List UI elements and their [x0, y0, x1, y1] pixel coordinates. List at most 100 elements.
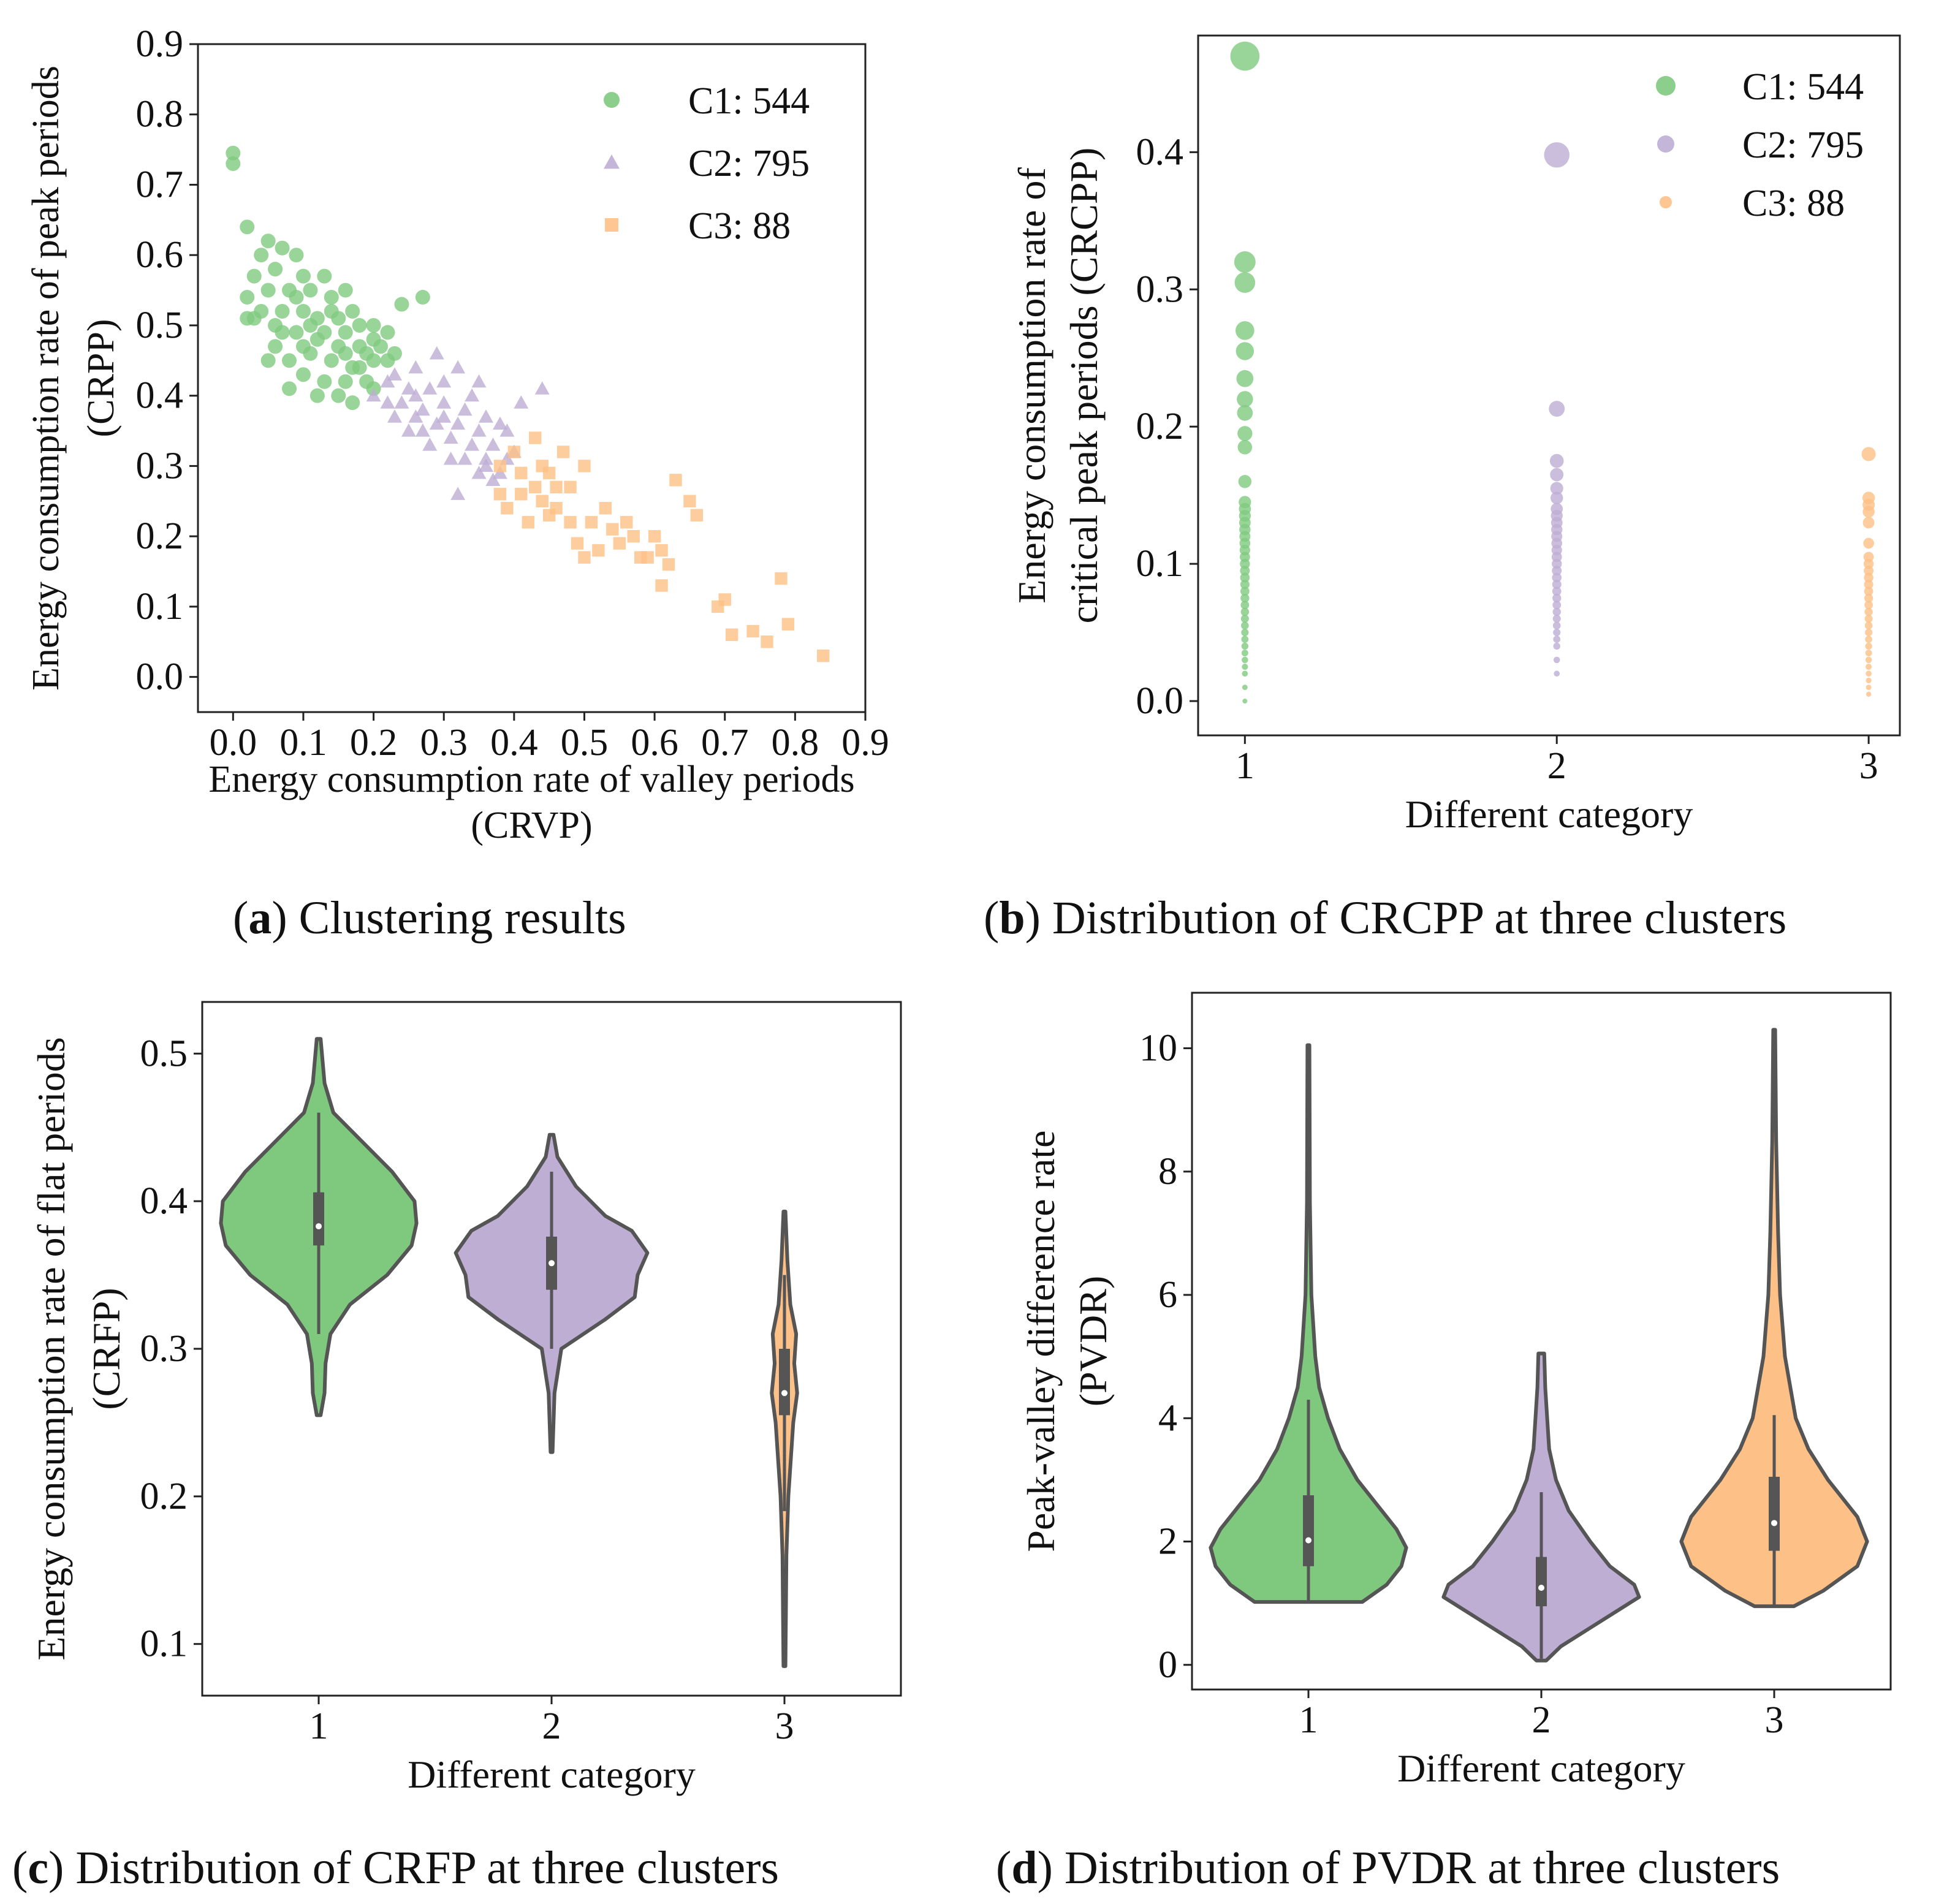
- scatter-point-c3: [556, 446, 570, 458]
- strip-point-c3: [1866, 663, 1872, 670]
- scatter-point-c1: [226, 145, 241, 161]
- scatter-point-c1: [317, 268, 332, 284]
- strip-point-c3: [1865, 656, 1872, 664]
- y-tick-label-d: 6: [1158, 1274, 1177, 1316]
- panel-d-pvdr-violin: 1 2 3 0 2 4 6 8 10 Different category Peak-valley …: [1019, 992, 1892, 1790]
- y-tick-label-a: 0.3: [136, 445, 184, 487]
- strip-point-c3: [1865, 635, 1873, 643]
- y-tick-label-a: 0.8: [136, 94, 184, 135]
- legend-label-b-1: C1: 544: [1742, 66, 1864, 108]
- violin-body-3: [1679, 1028, 1869, 1609]
- y-tick-label-b: 0.3: [1136, 268, 1184, 310]
- y-axis-title-line2-a: (CRPP): [80, 319, 122, 438]
- scatter-point-c1: [317, 325, 332, 340]
- scatter-point-c3: [775, 572, 788, 585]
- panel-b-crcpp-scatter: 1 2 3 0.0 0.1 0.2 0.3 0.4 Different category Ener…: [1010, 34, 1901, 836]
- strip-point-c2: [1553, 635, 1561, 643]
- scatter-point-c2: [499, 423, 515, 437]
- legend-label-a-1: C1: 544: [688, 80, 810, 122]
- strip-point-c1: [1238, 475, 1252, 488]
- scatter-point-c2: [443, 451, 458, 465]
- strip-point-c1: [1237, 426, 1253, 441]
- scatter-point-c1: [289, 290, 304, 305]
- strip-point-c1: [1241, 642, 1249, 650]
- x-tick-label-a: 0.3: [420, 722, 468, 764]
- legend-marker-a-1: [604, 92, 620, 108]
- scatter-point-c1: [275, 240, 290, 256]
- violin-iqr-box-1: [1303, 1495, 1314, 1566]
- scatter-point-c2: [408, 409, 423, 423]
- strip-point-c1: [1230, 41, 1260, 71]
- x-tick-label-a: 0.1: [279, 722, 327, 764]
- y-tick-label-c: 0.2: [140, 1476, 188, 1517]
- scatter-point-c1: [268, 262, 283, 277]
- scatter-point-c3: [578, 551, 591, 564]
- scatter-point-c2: [492, 465, 507, 479]
- scatter-point-c3: [726, 628, 738, 641]
- scatter-point-c2: [465, 438, 480, 451]
- strip-point-c2: [1553, 628, 1561, 637]
- scatter-point-c3: [550, 480, 563, 494]
- x-tick-label-c: 3: [775, 1705, 794, 1747]
- y-tick-label-a: 0.4: [136, 375, 184, 417]
- scatter-point-c3: [655, 579, 668, 592]
- scatter-point-c1: [338, 374, 353, 389]
- scatter-point-c1: [345, 304, 360, 319]
- strip-point-c2: [1549, 453, 1564, 468]
- scatter-point-c1: [295, 268, 311, 284]
- strip-point-c3: [1864, 572, 1873, 583]
- scatter-point-c3: [746, 624, 759, 638]
- strip-point-c3: [1864, 586, 1873, 596]
- scatter-point-c2: [366, 388, 381, 402]
- scatter-point-c2: [408, 388, 423, 402]
- scatter-point-c3: [592, 544, 605, 557]
- scatter-point-c1: [282, 353, 297, 368]
- scatter-point-c2: [387, 367, 402, 381]
- legend-marker-a-2: [604, 154, 620, 169]
- scatter-point-c1: [352, 317, 367, 333]
- y-tick-label-a: 0.1: [136, 586, 184, 628]
- panel-c-crfp-violin: 1 2 3 0.1 0.2 0.3 0.4 0.5 Different category Ener…: [29, 1001, 902, 1796]
- y-tick-label-a: 0.9: [136, 23, 184, 65]
- scatter-point-c1: [338, 325, 353, 340]
- y-tick-label-d: 2: [1158, 1521, 1177, 1563]
- x-tick-label-a: 0.2: [350, 722, 398, 764]
- x-axis-title-d: Different category: [1397, 1747, 1685, 1790]
- legend-marker-b-1: [1656, 76, 1676, 96]
- scatter-point-c3: [627, 529, 640, 543]
- y-tick-label-b: 0.0: [1136, 680, 1184, 722]
- scatter-point-c3: [501, 502, 514, 515]
- strip-point-c2: [1544, 142, 1570, 168]
- scatter-point-c1: [303, 317, 318, 333]
- violin-median-3: [781, 1390, 788, 1397]
- x-tick-label-a: 0.5: [561, 722, 609, 764]
- strip-point-c2: [1553, 642, 1560, 650]
- strip-point-c3: [1863, 537, 1874, 549]
- violin-iqr-box-2: [1536, 1557, 1547, 1607]
- y-tick-label-a: 0.0: [136, 656, 184, 698]
- y-tick-label-d: 0: [1158, 1644, 1177, 1686]
- strip-point-c1: [1240, 580, 1250, 590]
- y-axis-title-line2-c: (CRFP): [85, 1288, 128, 1409]
- strip-point-c3: [1862, 506, 1875, 518]
- scatter-point-c2: [534, 381, 550, 395]
- scatter-point-c2: [415, 423, 430, 437]
- scatter-point-c2: [450, 416, 466, 430]
- violin-median-2: [1538, 1584, 1544, 1591]
- scatter-point-c1: [303, 283, 318, 298]
- violin-median-1: [316, 1223, 322, 1230]
- scatter-point-c1: [373, 339, 389, 354]
- scatter-point-c1: [295, 339, 311, 354]
- scatter-point-c1: [366, 317, 381, 333]
- caption-b-letter: b: [999, 892, 1025, 944]
- x-tick-label-d: 1: [1299, 1699, 1318, 1741]
- strip-point-c1: [1241, 621, 1249, 630]
- scatter-point-c3: [515, 488, 528, 501]
- strip-point-c3: [1866, 670, 1872, 677]
- strip-point-c1: [1234, 251, 1256, 273]
- panel-a-clustering-scatter: 0.0 0.1 0.2 0.3 0.4 0.5 0.6 0.7 0.8 0.9 0.0 0.1 0.2 0…: [25, 23, 889, 846]
- x-axis-title-line2-a: (CRVP): [471, 805, 592, 846]
- violin-iqr-box-3: [779, 1349, 790, 1416]
- scatter-point-c1: [352, 360, 367, 375]
- strip-point-c1: [1241, 628, 1249, 637]
